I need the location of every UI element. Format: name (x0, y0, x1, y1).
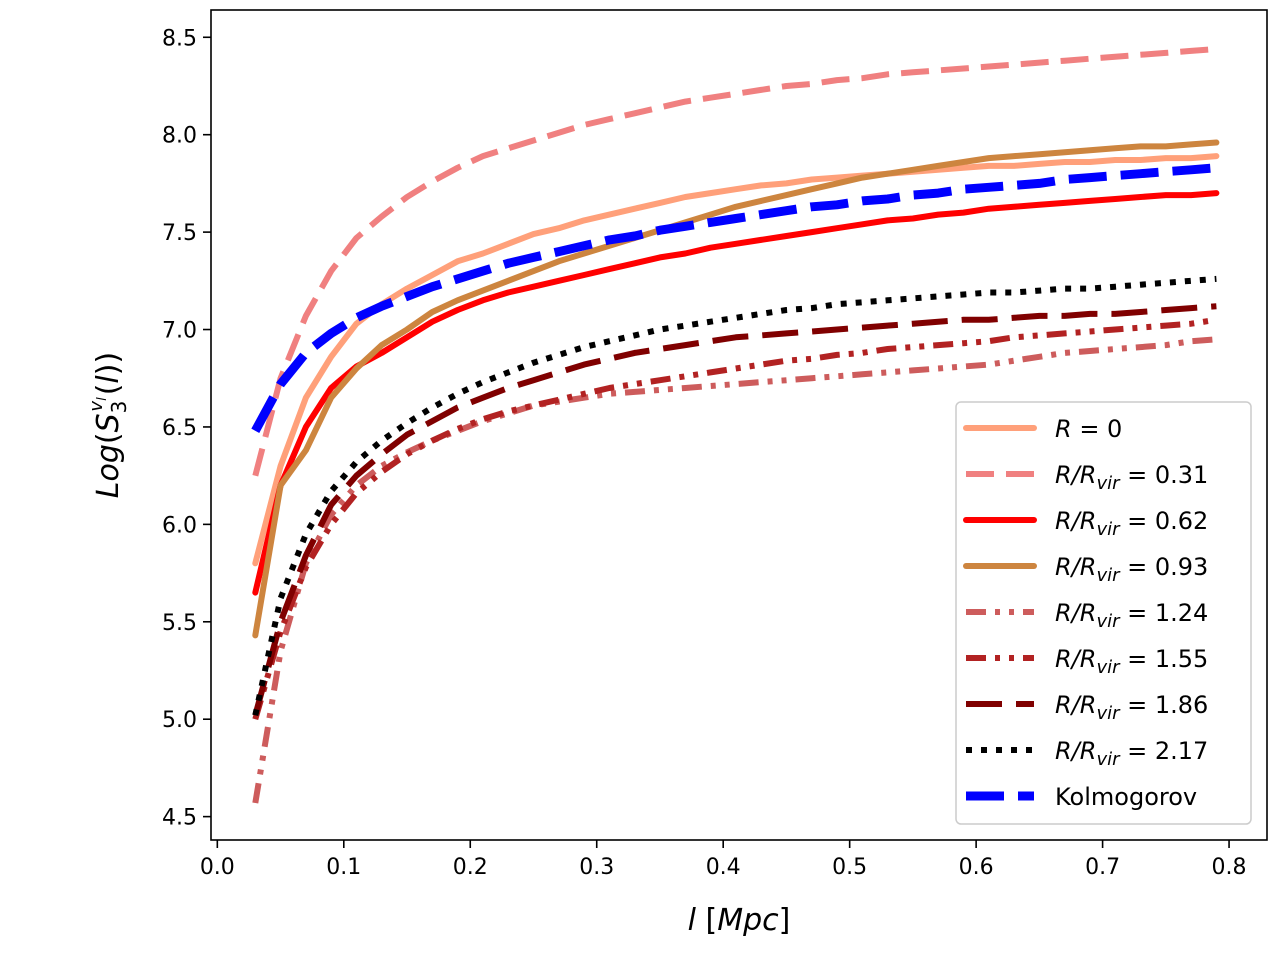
legend-label-sub: vir (1096, 611, 1121, 632)
x-tick-label: 0.4 (706, 855, 741, 880)
legend-label-main: R/R (1055, 599, 1096, 627)
series-line-3 (252, 139, 1220, 639)
legend-label-rest: = 2.17 (1120, 737, 1209, 765)
x-axis-label-close: ] (779, 903, 791, 938)
legend-label-sub: vir (1096, 565, 1121, 586)
series-line-6 (252, 303, 1217, 717)
legend-label-sub: vir (1096, 657, 1121, 678)
legend: R = 0R/Rvir = 0.31R/Rvir = 0.62R/Rvir = … (955, 401, 1252, 825)
y-tick-label: 4.5 (162, 806, 197, 831)
y-axis-label-log: Log (91, 444, 126, 498)
legend-label-1: R/Rvir = 0.31 (1055, 461, 1208, 494)
legend-label-4: R/Rvir = 1.24 (1055, 599, 1208, 632)
legend-label-rest: = 1.86 (1120, 691, 1209, 719)
legend-label-main: R/R (1055, 553, 1096, 581)
series-line-4 (252, 336, 1217, 804)
axis-ticks: 0.0 0.1 0.2 0.3 0.4 0.5 0.6 0.7 0.8 4.5 5.0 5.5 6.0 6… (162, 26, 1247, 880)
y-axis-label-sup: v (86, 401, 107, 412)
x-tick-label: 0.8 (1212, 855, 1247, 880)
legend-label-main: R/R (1055, 645, 1096, 673)
legend-label-main: R/R (1055, 691, 1096, 719)
series-line-1 (252, 46, 1217, 477)
y-axis-label: Log(S3vl(l)) (86, 352, 131, 498)
x-tick-label: 0.5 (832, 855, 867, 880)
legend-label-main: R (1055, 415, 1072, 443)
y-axis-label-s: S (91, 413, 126, 432)
legend-label-rest: = 0.31 (1120, 461, 1209, 489)
legend-label-3: R/Rvir = 0.93 (1055, 553, 1208, 586)
legend-label-6: R/Rvir = 1.86 (1055, 691, 1208, 724)
legend-label-0: R = 0 (1055, 415, 1122, 443)
series-layer (251, 46, 1220, 804)
y-axis-label-open2: ( (91, 384, 126, 396)
legend-label-rest: = 0.93 (1120, 553, 1209, 581)
legend-label-main: R/R (1055, 507, 1096, 535)
y-tick-label: 6.0 (162, 513, 197, 538)
x-tick-label: 0.1 (326, 855, 361, 880)
legend-label-main: Kolmogorov (1055, 783, 1197, 811)
y-axis-label-sup-sub: l (95, 397, 110, 401)
legend-label-main: R/R (1055, 737, 1096, 765)
x-axis-label-unit: Mpc (717, 903, 779, 938)
legend-label-sub: vir (1096, 473, 1121, 494)
legend-label-rest: = 0.62 (1120, 507, 1209, 535)
legend-label-sub: vir (1096, 749, 1121, 770)
y-tick-label: 7.0 (162, 319, 197, 344)
x-axis-label-open: [ (696, 903, 717, 938)
legend-label-sub: vir (1096, 703, 1121, 724)
legend-label-8: Kolmogorov (1055, 783, 1197, 811)
y-axis-label-l: l (91, 375, 126, 384)
x-axis-label-var: l (688, 903, 697, 938)
legend-label-rest: = 1.55 (1120, 645, 1209, 673)
x-tick-label: 0.6 (959, 855, 994, 880)
x-tick-label: 0.0 (200, 855, 235, 880)
y-tick-label: 5.5 (162, 611, 197, 636)
series-line-0 (252, 153, 1220, 567)
series-line-8 (251, 163, 1217, 433)
series-line-5 (252, 316, 1217, 721)
y-tick-label: 5.0 (162, 708, 197, 733)
legend-label-7: R/Rvir = 2.17 (1055, 737, 1208, 770)
y-tick-label: 6.5 (162, 416, 197, 441)
y-axis-label-sub: 3 (107, 401, 131, 414)
y-axis-label-open: ( (91, 432, 126, 444)
y-tick-label: 7.5 (162, 221, 197, 246)
y-tick-label: 8.5 (162, 26, 197, 51)
x-axis-label: l [Mpc] (688, 903, 791, 938)
y-axis-label-close: )) (91, 352, 126, 375)
legend-label-rest: = 1.24 (1120, 599, 1209, 627)
y-tick-label: 8.0 (162, 124, 197, 149)
series-line-2 (252, 190, 1220, 596)
legend-label-rest: = 0 (1072, 415, 1123, 443)
plot-frame (210, 9, 1268, 841)
series-line-7 (252, 275, 1217, 716)
x-tick-label: 0.3 (579, 855, 614, 880)
legend-label-2: R/Rvir = 0.62 (1055, 507, 1208, 540)
legend-label-sub: vir (1096, 519, 1121, 540)
legend-label-5: R/Rvir = 1.55 (1055, 645, 1208, 678)
x-tick-label: 0.2 (453, 855, 488, 880)
legend-label-main: R/R (1055, 461, 1096, 489)
x-tick-label: 0.7 (1085, 855, 1120, 880)
legend-frame (955, 401, 1252, 825)
